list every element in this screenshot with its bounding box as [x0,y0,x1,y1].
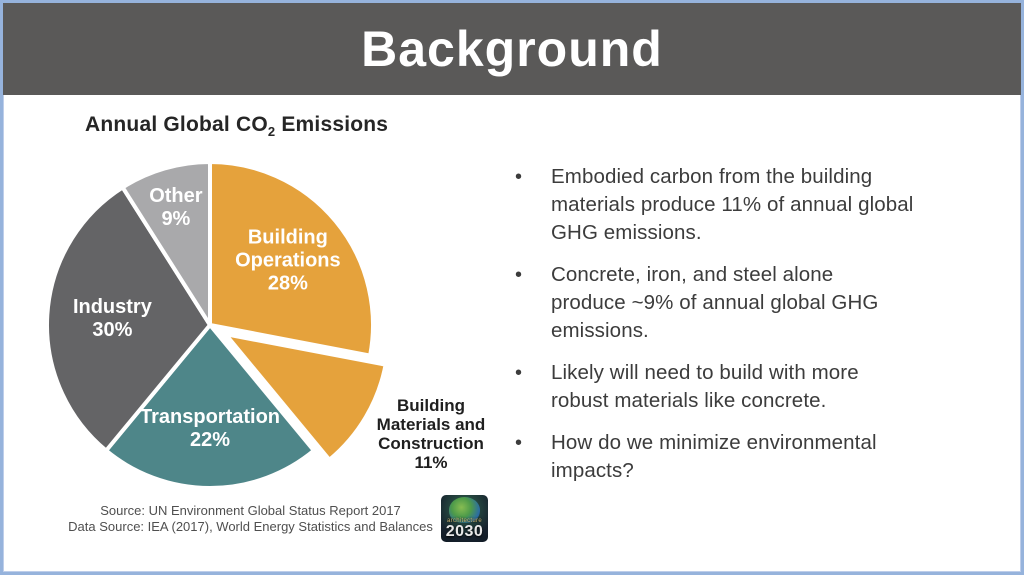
bullet-text: Concrete, iron, and steel alone produce ~… [551,263,879,342]
chart-title-suffix: Emissions [275,113,389,136]
bullet-text: How do we minimize environmental impacts? [551,431,877,482]
bullet-marker: • [515,362,523,384]
logo-big-text: 2030 [445,523,484,540]
bullet-item: • Likely will need to build with more robu… [515,359,967,415]
architecture-2030-logo: architecture 2030 [441,495,488,542]
chart-title-subscript: 2 [267,124,276,140]
bullet-item: • How do we minimize environmental impacts… [515,429,967,485]
pie-slice-building-materials-construction [223,332,388,462]
pie-slice-transportation [104,323,316,490]
bullet-marker: • [515,264,523,286]
pie-slice-industry [45,185,212,453]
header-banner: Background [3,3,1021,95]
source-line-2: Data Source: IEA (2017), World Energy St… [68,519,433,534]
pie-slice-label-building-operations: Building Operations 28% [235,226,341,295]
pie-external-label-building-materials-construction: Building Materials and Construction 11% [376,396,486,472]
page-title: Background [361,21,663,77]
bullet-list: • Embodied carbon from the building materi… [515,163,967,499]
bullet-item: • Embodied carbon from the building materi… [515,163,967,247]
bullet-item: • Concrete, iron, and steel alone produce … [515,261,967,345]
pie-chart [45,160,388,490]
pie-slice-other [120,160,212,327]
bullet-text: Embodied carbon from the building materia… [551,165,914,244]
pie-slice-label-other: Other 9% [149,184,203,230]
chart-title: Annual Global CO2 Emissions [85,113,388,139]
globe-icon [449,497,480,523]
pie-slice-label-industry: Industry 30% [72,295,152,341]
pie-chart-canvas: Building Operations 28% Building Materials a… [33,153,503,498]
bullet-marker: • [515,166,523,188]
pie-slice-building-operations [208,160,375,358]
pie-slice-label-transportation: Transportation 22% [139,406,281,452]
source-line-1: Source: UN Environment Global Status Rep… [100,503,401,518]
bullet-marker: • [515,432,523,454]
logo-small-text: architecture [447,518,482,524]
chart-title-prefix: Annual Global CO [85,113,268,136]
chart-source: Source: UN Environment Global Status Rep… [38,503,463,535]
bullet-text: Likely will need to build with more robus… [551,361,859,412]
